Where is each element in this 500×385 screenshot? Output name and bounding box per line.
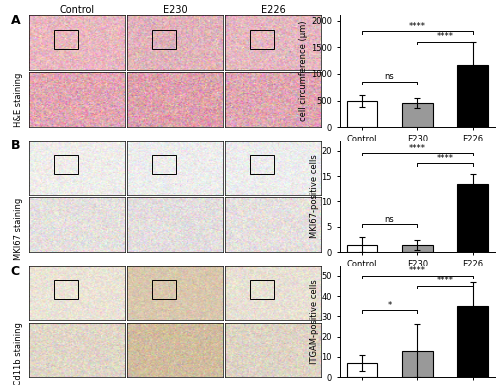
Text: C: C (11, 264, 20, 278)
Title: E226: E226 (260, 5, 285, 15)
Bar (346, 363, 377, 377)
Bar (346, 244, 377, 252)
Bar (250, 30, 274, 49)
Text: ****: **** (409, 144, 426, 152)
Bar (402, 103, 432, 127)
Bar (152, 155, 176, 174)
Text: ITGAM/ Cd11b staining: ITGAM/ Cd11b staining (14, 323, 23, 385)
Title: E230: E230 (163, 5, 188, 15)
Text: ****: **** (409, 266, 426, 275)
Bar (458, 65, 488, 127)
Bar (402, 244, 432, 252)
Bar (402, 351, 432, 377)
Bar (54, 155, 78, 174)
Y-axis label: cell circumference (μm): cell circumference (μm) (299, 21, 308, 122)
Text: MKI67 staining: MKI67 staining (14, 198, 23, 260)
Bar (152, 30, 176, 49)
Bar (54, 30, 78, 49)
Text: ****: **** (436, 276, 454, 285)
Bar (346, 101, 377, 127)
Title: Control: Control (60, 5, 95, 15)
Bar (152, 280, 176, 299)
Bar (250, 280, 274, 299)
Text: ns: ns (384, 72, 394, 81)
Text: ns: ns (384, 214, 394, 224)
Text: ****: **** (409, 22, 426, 31)
Text: ****: **** (436, 154, 454, 163)
Bar (458, 184, 488, 252)
Text: H&E staining: H&E staining (14, 72, 23, 127)
Text: B: B (11, 139, 20, 152)
Text: A: A (11, 14, 20, 27)
Text: *: * (388, 301, 392, 310)
Y-axis label: MKI67-positive cells: MKI67-positive cells (310, 154, 318, 238)
Y-axis label: ITGAM-positive cells: ITGAM-positive cells (310, 279, 318, 364)
Bar (458, 306, 488, 377)
Bar (250, 155, 274, 174)
Bar (54, 280, 78, 299)
Text: ****: **** (436, 32, 454, 41)
